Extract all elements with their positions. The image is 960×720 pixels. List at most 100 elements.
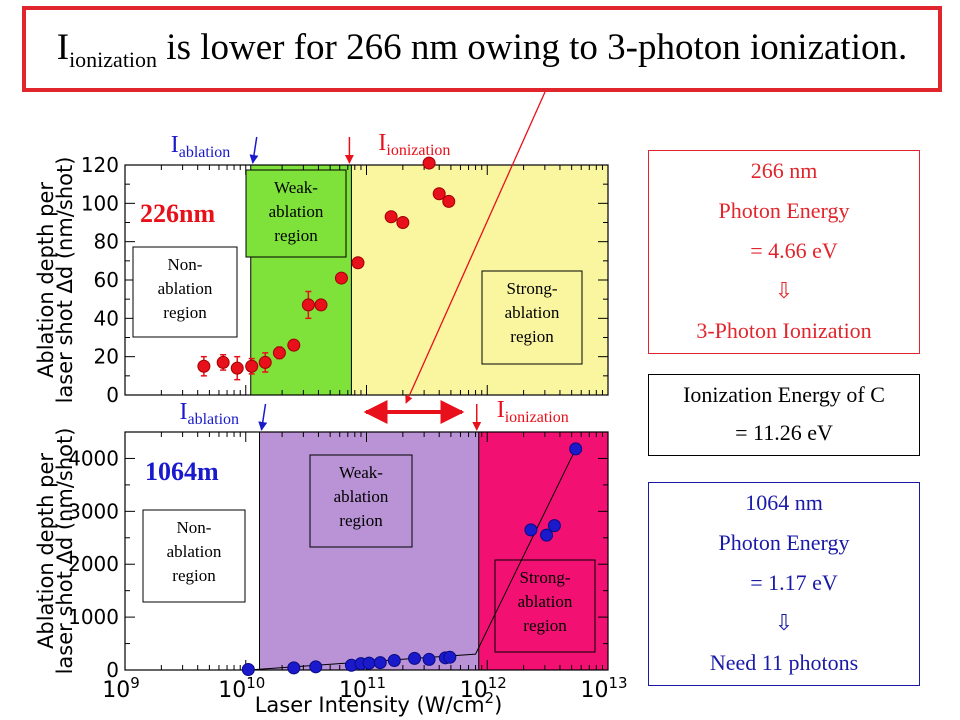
x-tick-label: 1011	[339, 674, 386, 703]
data-point	[384, 210, 398, 224]
data-point	[287, 661, 301, 675]
region-label-text: region	[510, 327, 554, 346]
data-point	[432, 187, 446, 201]
info-box-266nm: 266 nm Photon Energy = 4.66 eV ⇩ 3-Photo…	[648, 150, 920, 354]
info-line: = 11.26 eV	[735, 420, 833, 445]
y-tick-label: 40	[94, 306, 119, 330]
region-label-text: ablation	[518, 592, 573, 611]
data-point	[309, 660, 323, 674]
info-line: Ionization Energy of C	[683, 382, 885, 407]
ionization-threshold-label: Iionization	[378, 130, 450, 159]
region-label-text: region	[172, 566, 216, 585]
data-point	[408, 651, 422, 665]
x-axis-title: Laser Intensity (W/cm2)	[255, 689, 503, 717]
info-line: 266 nm	[750, 158, 818, 183]
region-label-box	[481, 270, 583, 365]
data-point	[197, 359, 211, 373]
data-point	[301, 298, 315, 312]
down-arrow-icon: ⇩	[774, 278, 794, 303]
data-point	[334, 271, 348, 285]
data-point	[422, 652, 436, 666]
info-line: Photon Energy	[718, 530, 850, 555]
data-point	[547, 519, 561, 533]
region-label-text: Strong-	[520, 568, 571, 587]
y-tick-label: 60	[94, 268, 119, 292]
region-label-text: ablation	[167, 542, 222, 561]
y-axis-title-line1: Ablation depth per	[34, 453, 58, 649]
info-line: Photon Energy	[718, 198, 850, 223]
data-point	[216, 355, 230, 369]
region-label-text: region	[163, 303, 207, 322]
data-point	[272, 346, 286, 360]
y-tick-label: 3000	[68, 499, 119, 523]
region-label-text: ablation	[158, 279, 213, 298]
info-box-carbon: Ionization Energy of C = 11.26 eV	[648, 374, 920, 456]
info-line: 1064 nm	[745, 490, 823, 515]
ablation-threshold-arrow	[258, 403, 268, 431]
region-label-text: Weak-	[274, 178, 318, 197]
x-tick-label: 109	[102, 674, 140, 703]
ablation-threshold-label: Iablation	[180, 399, 240, 428]
data-point	[258, 355, 272, 369]
panel-label: 226nm	[140, 199, 215, 228]
data-point	[351, 256, 365, 270]
data-point	[314, 298, 328, 312]
data-point	[396, 216, 410, 229]
y-tick-label: 20	[94, 345, 119, 369]
info-line: = 1.17 eV	[750, 570, 838, 595]
data-point	[524, 523, 538, 537]
data-point	[443, 650, 457, 664]
y-axis-title-line2: laser shot Δd (nm/shot)	[53, 428, 77, 675]
chart-panel-1: 0 1000 2000 3000 4000 109 1010 1011 1012 1013 Abla…	[34, 397, 628, 717]
ionization-threshold-label: Iionization	[497, 397, 569, 426]
ablation-threshold-arrow	[249, 136, 259, 164]
info-line: Need 11 photons	[709, 650, 859, 675]
data-point	[569, 442, 583, 456]
region-label-box	[142, 509, 246, 603]
y-axis-title-line1: Ablation depth per	[34, 182, 58, 378]
region-label-text: Non-	[168, 255, 203, 274]
title-pointer-arrow	[405, 91, 546, 404]
region-label-box	[309, 454, 413, 548]
title-box: Iionization is lower for 266 nm owing to…	[22, 6, 942, 92]
data-point	[241, 662, 255, 676]
data-point	[287, 338, 301, 352]
y-tick-label: 4000	[68, 446, 119, 470]
y-tick-label: 120	[81, 153, 119, 177]
region-label-text: ablation	[505, 303, 560, 322]
ablation-threshold-label: Iablation	[171, 132, 231, 161]
data-point	[540, 528, 554, 542]
region-label-text: ablation	[334, 487, 389, 506]
data-point	[442, 194, 456, 208]
region-label-text: region	[274, 226, 318, 245]
y-tick-label: 0	[106, 383, 119, 407]
trend-line	[248, 448, 577, 671]
region-label-text: region	[339, 511, 383, 530]
y-tick-label: 0	[106, 658, 119, 682]
region-label-text: Strong-	[507, 279, 558, 298]
region-label-box	[245, 169, 347, 258]
region-label-text: Non-	[177, 518, 212, 537]
region-label-box	[132, 246, 238, 338]
data-point	[245, 359, 259, 373]
data-point	[387, 653, 401, 667]
y-tick-label: 100	[81, 191, 119, 215]
x-tick-label: 1012	[460, 674, 507, 703]
down-arrow-icon: ⇩	[774, 610, 794, 635]
region-label-text: region	[523, 616, 567, 635]
data-point	[362, 656, 376, 670]
y-tick-label: 2000	[68, 552, 119, 576]
y-tick-label: 80	[94, 230, 119, 254]
x-tick-label: 1013	[580, 674, 627, 703]
info-box-1064nm: 1064 nm Photon Energy = 1.17 eV ⇩ Need 1…	[648, 482, 920, 686]
region-label-text: ablation	[269, 202, 324, 221]
panel-label: 1064m	[145, 457, 219, 486]
data-point	[373, 656, 387, 670]
data-point	[422, 156, 436, 170]
y-tick-label: 1000	[68, 605, 119, 629]
x-tick-label: 1010	[218, 674, 265, 703]
data-point	[230, 361, 244, 375]
region-label-box	[494, 559, 596, 653]
region-fill	[478, 432, 608, 670]
